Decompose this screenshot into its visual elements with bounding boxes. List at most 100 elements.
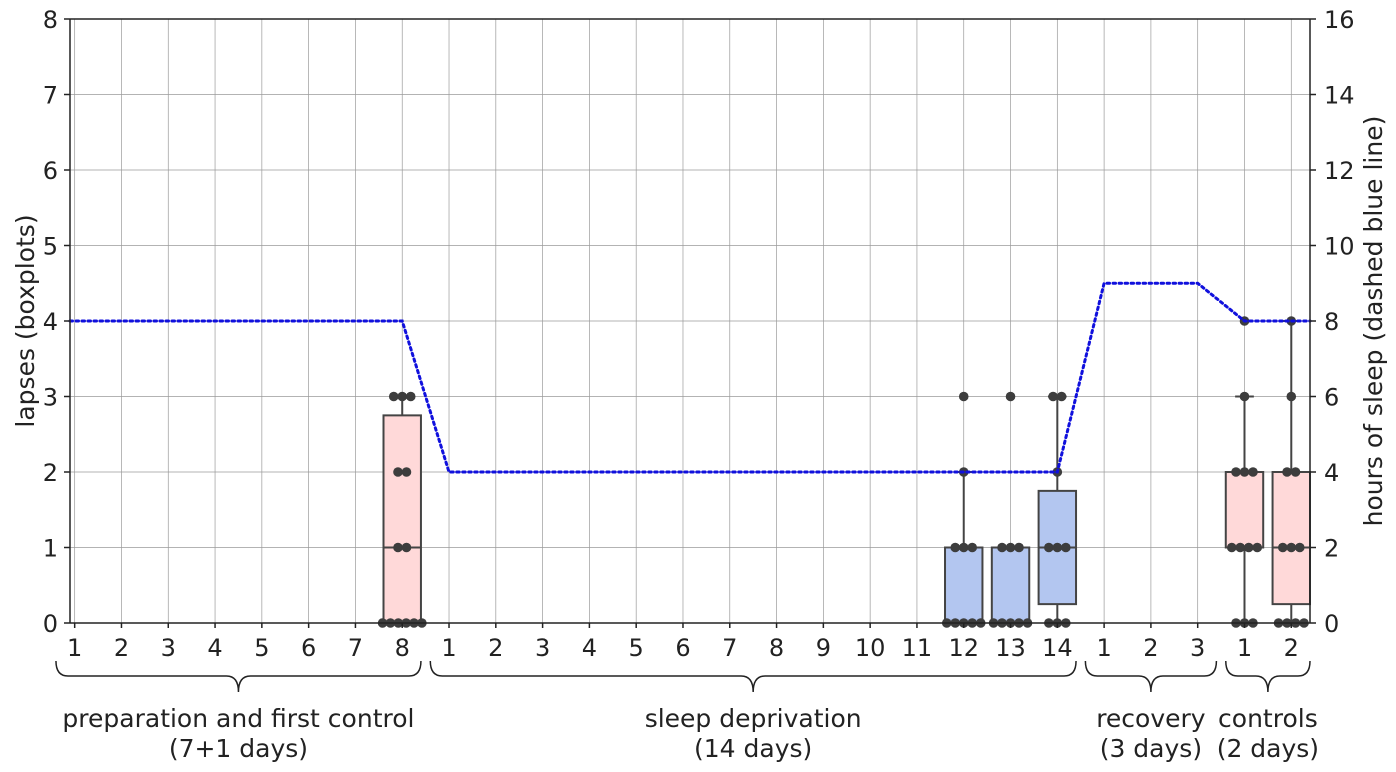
data-point [397,391,408,402]
data-point [1248,467,1258,477]
data-point [1005,542,1016,553]
data-point [958,391,969,402]
data-point [1048,391,1058,402]
data-point [1235,542,1246,553]
data-point [1252,542,1263,553]
x-tick-label: 3 [535,634,550,662]
data-point [393,542,403,553]
data-point [405,391,416,402]
x-tick-label: 1 [1237,634,1252,662]
brace-1 [429,660,1077,693]
group-sublabel-3: (2 days) [1217,734,1319,763]
data-point [401,467,412,477]
data-point [1290,467,1301,477]
x-tick-label: 1 [1096,634,1111,662]
data-point [393,467,403,477]
x-tick-label: 7 [722,634,737,662]
data-point [1239,391,1250,402]
y-tick-label-right: 14 [1324,82,1355,110]
x-tick-label: 2 [1284,634,1299,662]
x-tick-label: 5 [254,634,269,662]
y-tick-label-left: 0 [43,610,58,638]
x-tick-label: 2 [1143,634,1158,662]
box [1271,471,1312,606]
sleep-hours-series [68,281,1312,474]
box [1224,471,1265,549]
box [990,546,1031,624]
y-tick-label-right: 4 [1324,459,1339,487]
y-axis-label-left: lapses (boxplots) [11,214,40,427]
sleep-hours-line [68,281,1312,474]
boxplots [377,316,1312,628]
data-point [1277,542,1288,553]
x-tick-label: 11 [902,634,933,662]
data-point [1243,542,1254,553]
data-point [1226,542,1237,553]
x-tick-label: 8 [395,634,410,662]
x-tick-label: 3 [161,634,176,662]
group-label-0: preparation and first control [62,704,414,733]
y-tick-label-left: 7 [43,82,58,110]
group-label-3: controls [1218,704,1318,733]
box [944,546,984,624]
data-point [401,542,412,553]
y-tick-label-right: 8 [1324,308,1339,336]
x-tick-label: 1 [441,634,456,662]
data-point [1005,391,1016,402]
data-point [1231,467,1241,477]
group-annotations: preparation and first control(7+1 days) s… [55,660,1319,763]
x-tick-label: 4 [582,634,597,662]
y-tick-label-left: 1 [43,535,58,563]
data-point [1014,542,1024,553]
data-point [1061,542,1071,553]
x-tick-label: 5 [629,634,644,662]
data-point [1052,542,1063,553]
y-tick-label-right: 0 [1324,610,1339,638]
data-point [1044,542,1054,553]
x-tick-label: 1 [67,634,82,662]
boxplot-2 [988,391,1033,628]
data-point [1286,542,1297,553]
data-point [997,542,1007,553]
y-tick-label-left: 4 [43,308,58,336]
box [382,414,422,624]
x-tick-label: 13 [995,634,1026,662]
brace-3 [1225,660,1311,693]
data-point [967,542,978,553]
y-tick-label-left: 2 [43,459,58,487]
x-tick-label: 8 [769,634,784,662]
y-tick-label-left: 3 [43,384,58,412]
x-tick-label: 3 [1190,634,1205,662]
x-tick-label: 12 [948,634,979,662]
data-point [1239,467,1250,477]
boxplot-3 [1037,391,1078,628]
y-tick-label-right: 2 [1324,535,1339,563]
y-tick-label-right: 6 [1324,384,1339,412]
x-tick-label: 10 [855,634,886,662]
grid [70,18,1310,624]
data-point [388,391,399,402]
group-label-2: recovery [1096,704,1206,733]
x-tick-label: 2 [488,634,503,662]
x-tick-label: 4 [207,634,222,662]
group-sublabel-1: (14 days) [694,734,812,763]
data-point [1056,391,1067,402]
brace-0 [55,660,422,693]
x-tick-label: 6 [301,634,316,662]
y-tick-label-left: 8 [43,6,58,34]
x-tick-label: 7 [348,634,363,662]
x-tick-label: 2 [114,634,129,662]
data-point [1282,467,1292,477]
x-tick-label: 14 [1042,634,1073,662]
x-tick-label: 9 [816,634,831,662]
group-label-1: sleep deprivation [645,704,862,733]
y-tick-label-left: 5 [43,233,58,261]
y-tick-label-right: 12 [1324,157,1355,185]
boxplot-5 [1271,316,1312,628]
data-point [1286,391,1297,402]
data-point [1294,542,1305,553]
boxplot-0 [377,391,427,628]
group-sublabel-0: (7+1 days) [169,734,308,763]
